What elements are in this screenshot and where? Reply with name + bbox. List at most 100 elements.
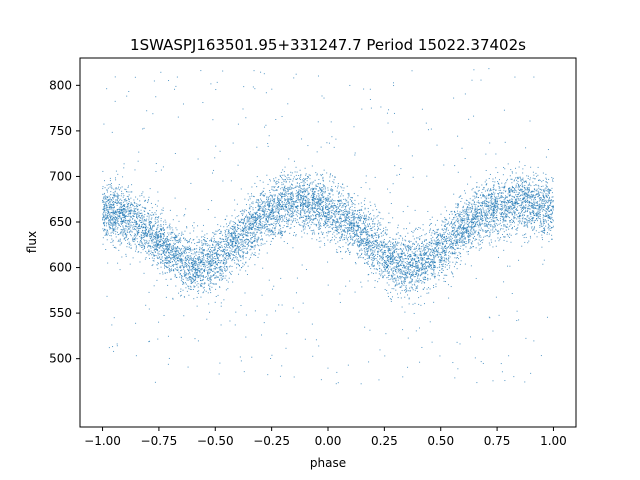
data-point [433, 252, 435, 254]
data-point [322, 232, 324, 234]
data-point [154, 251, 156, 253]
data-point [271, 210, 273, 212]
data-point [304, 226, 306, 228]
data-point [195, 267, 197, 269]
data-point [344, 231, 346, 233]
data-point [150, 227, 151, 229]
data-point [345, 211, 347, 213]
data-point [539, 203, 541, 205]
data-point [202, 287, 204, 289]
data-point [396, 284, 398, 286]
data-point [424, 279, 426, 281]
data-point [528, 189, 530, 191]
data-point [130, 244, 132, 246]
data-point [527, 209, 529, 211]
data-point [552, 179, 554, 181]
data-point [316, 209, 317, 211]
data-point [437, 234, 439, 236]
data-point [260, 222, 262, 224]
data-point [241, 239, 243, 241]
data-point [386, 233, 388, 235]
data-point [244, 241, 246, 243]
data-point [457, 220, 459, 222]
data-point [119, 199, 121, 201]
data-point [287, 223, 289, 225]
data-point [543, 201, 545, 203]
data-point [469, 247, 471, 249]
data-point [262, 209, 264, 211]
data-point [134, 239, 136, 241]
data-point [162, 271, 164, 273]
data-point [529, 219, 531, 221]
data-point [206, 238, 208, 240]
data-point [388, 272, 390, 274]
data-point [148, 229, 150, 231]
data-point [163, 248, 165, 250]
data-point [453, 222, 455, 223]
data-point [474, 232, 476, 234]
data-point [523, 206, 525, 208]
data-point [384, 269, 386, 271]
data-point [529, 197, 531, 199]
data-point [518, 220, 520, 222]
data-point [209, 269, 211, 271]
data-point [190, 278, 192, 280]
data-point [281, 235, 283, 237]
data-point [432, 274, 434, 276]
data-point [343, 230, 345, 232]
data-point [125, 253, 127, 255]
data-point [524, 187, 526, 189]
data-point [122, 213, 124, 215]
data-point [109, 216, 111, 218]
data-point [540, 225, 542, 227]
data-point [150, 235, 152, 237]
data-point [343, 213, 345, 215]
data-point [543, 196, 545, 198]
data-point [165, 247, 167, 249]
data-point [229, 257, 231, 259]
data-point [242, 213, 244, 215]
data-point [330, 215, 332, 217]
data-point [279, 230, 281, 232]
data-point [234, 238, 236, 240]
data-point [202, 275, 204, 277]
data-point [125, 189, 127, 191]
data-point [433, 257, 435, 259]
data-point [377, 253, 379, 255]
data-point [528, 204, 530, 206]
data-point [551, 238, 553, 240]
data-point [154, 244, 156, 246]
data-point [417, 273, 419, 275]
data-point [130, 210, 132, 212]
data-point [458, 196, 460, 198]
data-point [279, 215, 281, 217]
data-point [180, 270, 182, 272]
data-point [431, 240, 433, 242]
data-point [458, 234, 460, 236]
data-point [547, 202, 549, 204]
data-point [496, 210, 498, 212]
data-point [122, 210, 124, 212]
data-point [397, 279, 399, 281]
data-point [310, 196, 312, 198]
data-point [408, 240, 410, 242]
data-point [250, 234, 252, 236]
data-point [392, 260, 394, 262]
data-point [438, 234, 440, 236]
data-point [154, 212, 156, 214]
data-point [350, 201, 352, 203]
data-point [502, 221, 504, 223]
data-point [339, 239, 341, 241]
data-point [156, 228, 158, 230]
data-point [109, 204, 111, 206]
data-point [340, 229, 342, 231]
data-point [388, 212, 390, 214]
data-point [209, 260, 211, 262]
data-point [269, 205, 271, 207]
data-point [203, 239, 205, 241]
data-point [215, 277, 217, 279]
data-point [344, 206, 346, 208]
data-point [254, 252, 256, 254]
data-point [321, 200, 323, 202]
data-point [273, 225, 275, 227]
